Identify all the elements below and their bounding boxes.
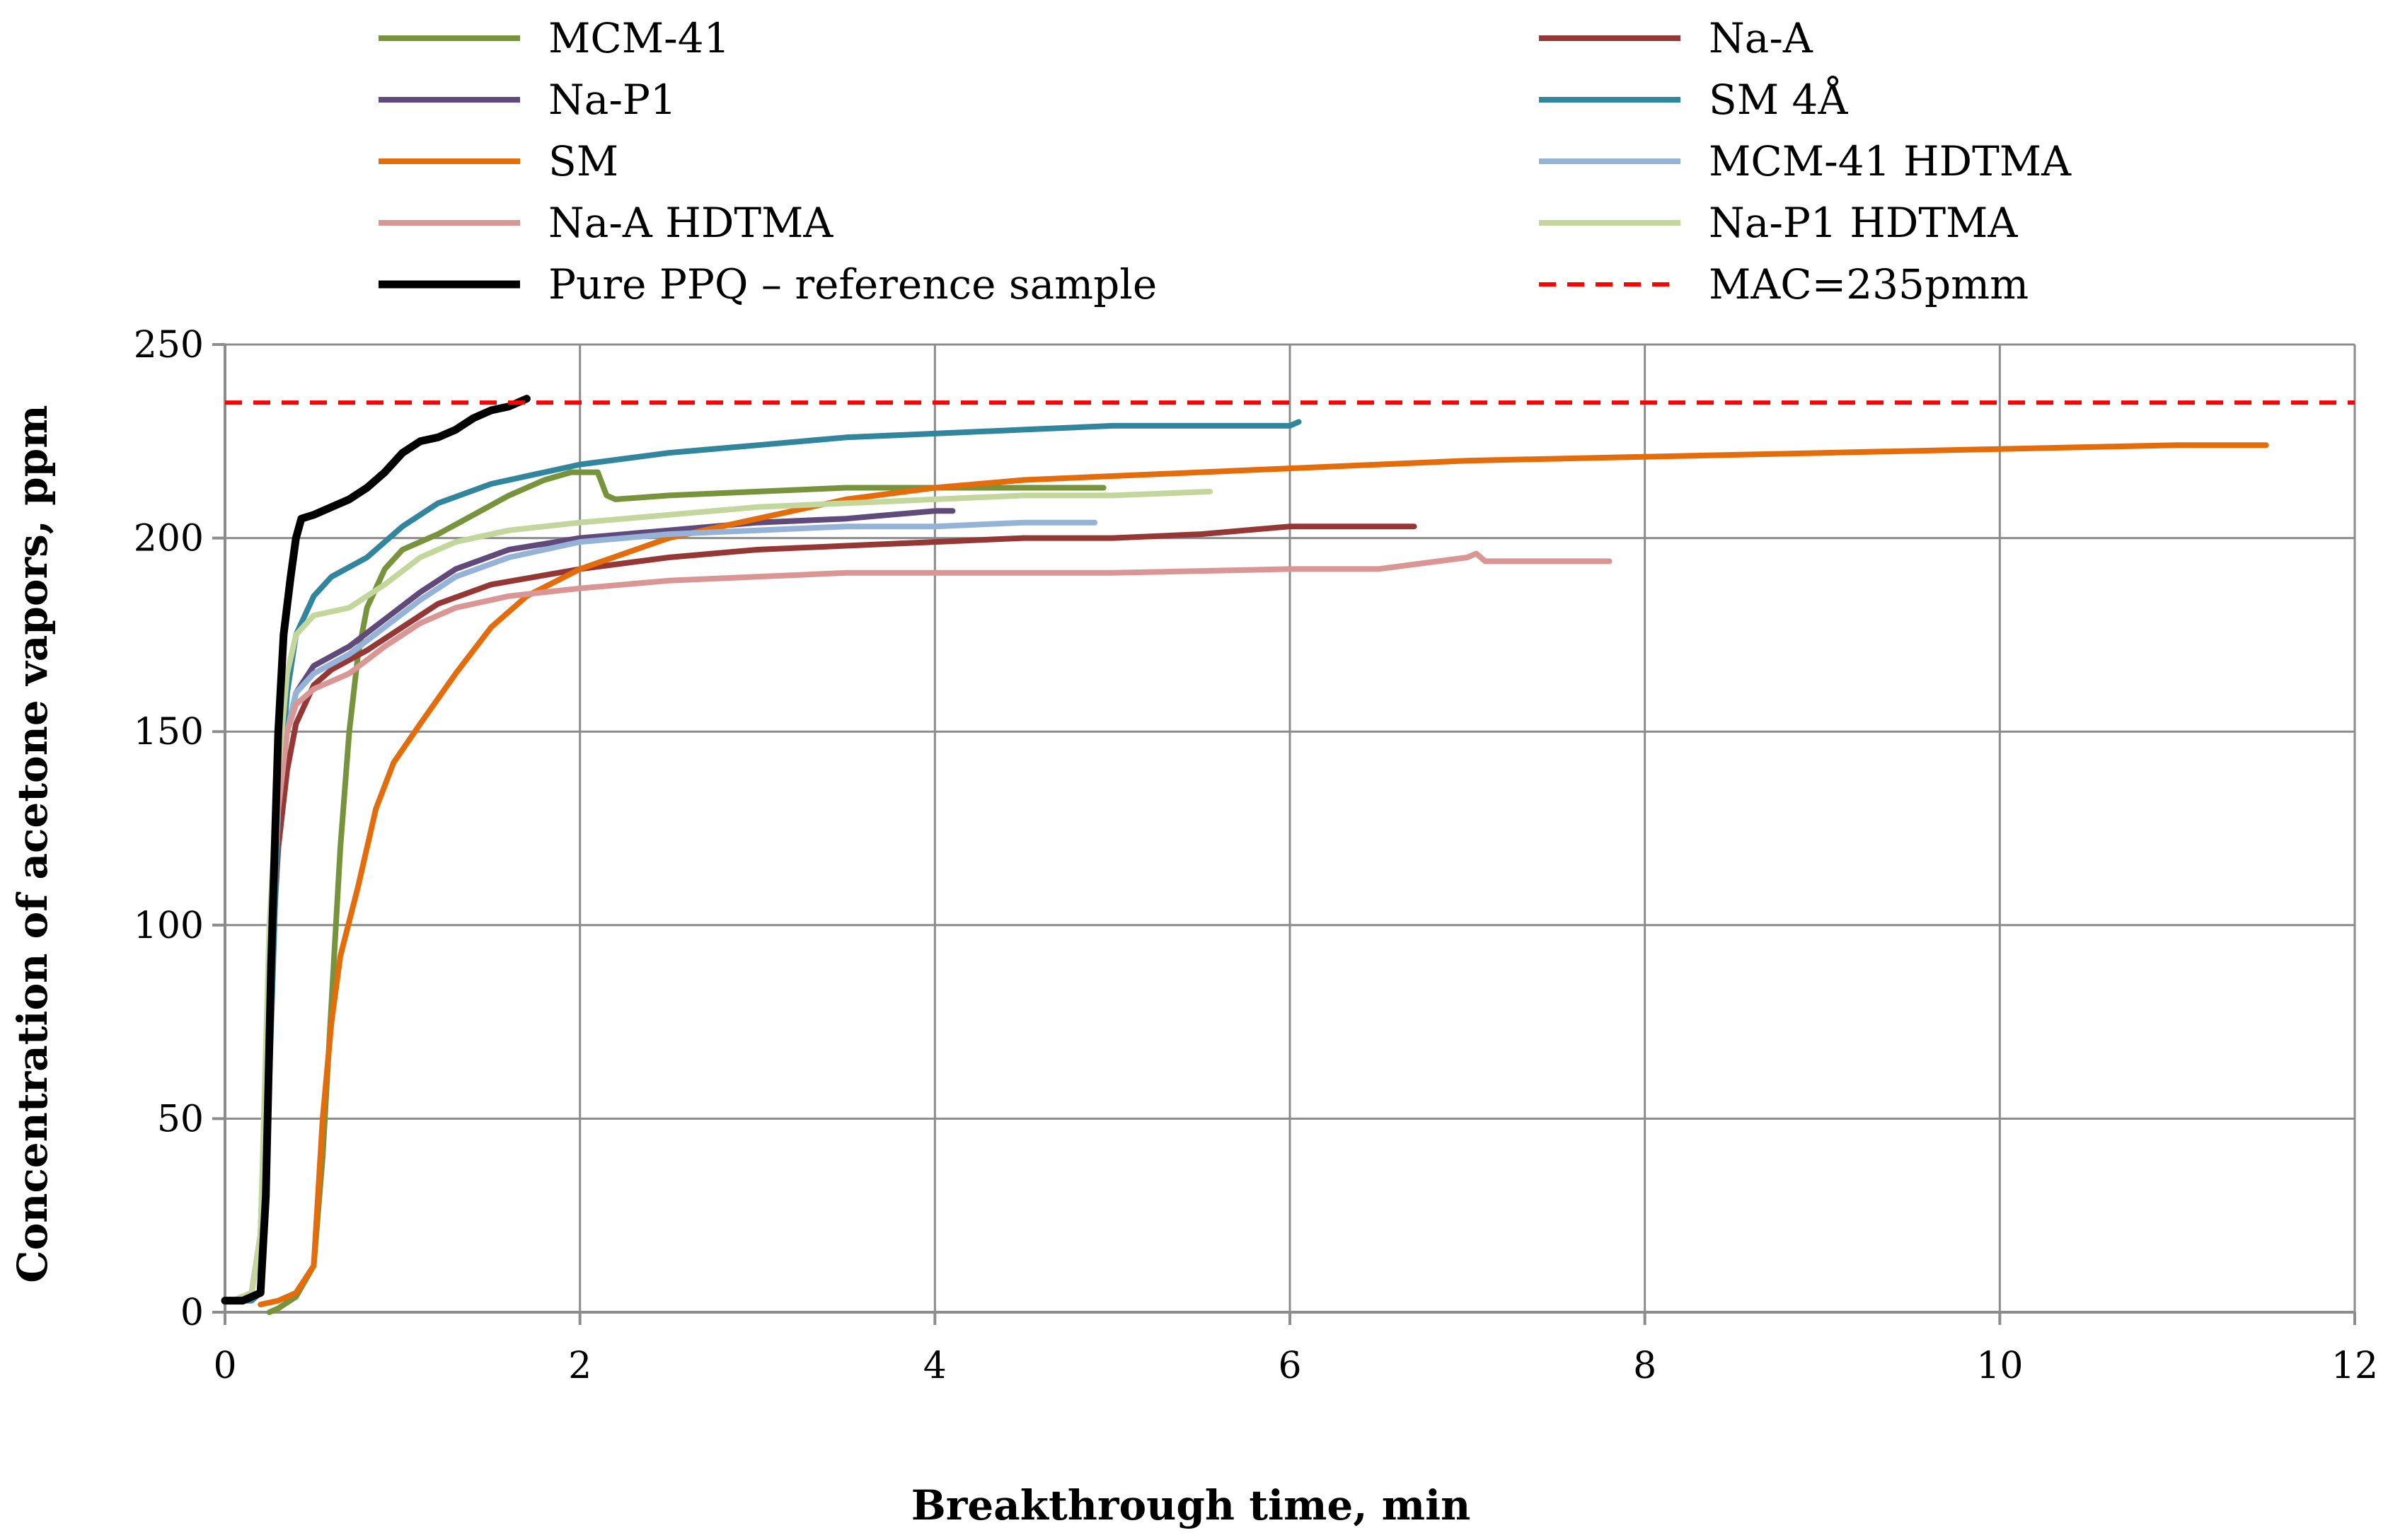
- y-tick-label: 50: [157, 1098, 204, 1140]
- legend-item: SM 4Å: [1539, 76, 1848, 124]
- series-line-1: [231, 523, 1417, 1304]
- legend-item: Pure PPQ – reference sample: [379, 260, 1157, 308]
- legend-label: Na-P1: [548, 76, 676, 124]
- series-line-8: [221, 395, 531, 1305]
- legend-label: Na-A: [1709, 14, 1813, 62]
- legend-label: MAC=235pmm: [1709, 260, 2029, 308]
- legend-label: Pure PPQ – reference sample: [548, 260, 1157, 308]
- series-line-0: [266, 469, 1107, 1315]
- x-tick-label: 10: [1976, 1345, 2023, 1387]
- legend-item: Na-A: [1539, 14, 1813, 62]
- x-tick-label: 12: [2331, 1345, 2378, 1387]
- series-line-3: [231, 419, 1302, 1304]
- legend-label: SM: [548, 137, 618, 185]
- x-axis-title: Breakthrough time, min: [911, 1481, 1471, 1529]
- legend-item: MAC=235pmm: [1539, 260, 2029, 308]
- x-tick-label: 4: [923, 1345, 947, 1387]
- y-tick-label: 100: [134, 905, 204, 947]
- legend-item: MCM-41 HDTMA: [1539, 137, 2072, 185]
- y-tick-label: 0: [180, 1292, 204, 1334]
- y-tick-label: 150: [134, 711, 204, 753]
- series-line-7: [231, 488, 1213, 1304]
- grid-layer: [225, 343, 2356, 1314]
- x-tick-label: 8: [1633, 1345, 1656, 1387]
- legend-label: MCM-41 HDTMA: [1709, 137, 2072, 185]
- y-tick-label: 200: [134, 518, 204, 560]
- legend: MCM-41 Na-A Na-P1 SM 4Å SM MCM-41 HDTMA Na-A H…: [379, 14, 2072, 308]
- series-line-2: [231, 508, 956, 1304]
- series-layer: [221, 395, 2355, 1315]
- x-tick-label: 6: [1278, 1345, 1301, 1387]
- legend-label: SM 4Å: [1709, 76, 1848, 124]
- x-tick-label: 0: [213, 1345, 236, 1387]
- y-tick-label: 250: [134, 324, 204, 366]
- series-line-4: [258, 442, 2269, 1308]
- legend-label: Na-A HDTMA: [548, 199, 834, 247]
- series-line-6: [231, 550, 1613, 1304]
- legend-item: Na-P1 HDTMA: [1539, 199, 2018, 247]
- y-axis-title: Concentration of acetone vapors, ppm: [8, 405, 57, 1283]
- legend-item: Na-P1: [379, 76, 676, 124]
- axes-layer: 0 50 100 150 200 250 0 2 4 6 8 10 12: [134, 324, 2378, 1387]
- legend-item: Na-A HDTMA: [379, 199, 834, 247]
- legend-item: SM: [379, 137, 618, 185]
- legend-label: Na-P1 HDTMA: [1709, 199, 2018, 247]
- x-tick-label: 2: [568, 1345, 592, 1387]
- legend-label: MCM-41: [548, 14, 730, 62]
- legend-item: MCM-41: [379, 14, 730, 62]
